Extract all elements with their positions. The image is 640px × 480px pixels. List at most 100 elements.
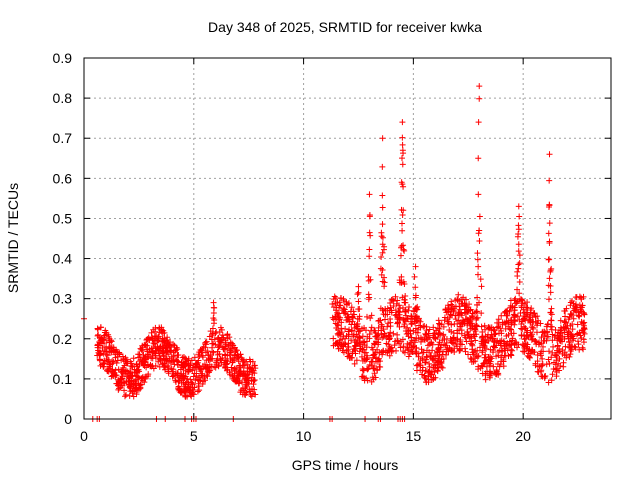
data-point [454, 330, 461, 337]
data-point [97, 362, 104, 369]
data-point [580, 346, 587, 353]
data-point [245, 371, 252, 378]
data-point [467, 316, 474, 323]
data-point [378, 253, 385, 260]
data-point [424, 336, 431, 343]
data-point [369, 359, 376, 366]
data-point [452, 303, 459, 310]
data-point [363, 365, 370, 372]
data-point [192, 377, 199, 384]
data-point [553, 373, 560, 380]
data-point [344, 353, 351, 360]
data-point [452, 297, 459, 304]
data-point [570, 300, 577, 307]
data-point [570, 315, 577, 322]
data-point [365, 273, 372, 280]
data-point [546, 348, 553, 355]
data-point [243, 389, 250, 396]
data-point [395, 308, 402, 315]
data-point [98, 335, 105, 342]
data-point [516, 252, 523, 259]
data-point [373, 333, 380, 340]
data-point [210, 320, 217, 327]
data-point [382, 306, 389, 313]
data-point [576, 346, 583, 353]
data-point [135, 366, 142, 373]
data-point [160, 352, 167, 359]
chart-title: Day 348 of 2025, SRMTID for receiver kwk… [208, 19, 482, 35]
data-point [385, 347, 392, 354]
data-point [360, 367, 367, 374]
data-point [368, 324, 375, 331]
data-point [200, 378, 207, 385]
data-point [477, 365, 484, 372]
data-point [180, 354, 187, 361]
data-point [201, 373, 208, 380]
data-point [102, 331, 109, 338]
data-point [381, 274, 388, 281]
data-point [481, 322, 488, 329]
data-point [356, 334, 363, 341]
data-point [338, 329, 345, 336]
data-point [482, 333, 489, 340]
data-point [196, 387, 203, 394]
data-point [523, 304, 530, 311]
data-point [171, 342, 178, 349]
data-point [204, 348, 211, 355]
data-point [235, 353, 242, 360]
data-point [387, 315, 394, 322]
data-point [444, 318, 451, 325]
data-point [579, 344, 586, 351]
data-point [439, 364, 446, 371]
data-point [118, 375, 125, 382]
data-point [515, 241, 522, 248]
data-point [419, 367, 426, 374]
data-point [144, 335, 151, 342]
data-point [382, 333, 389, 340]
data-point [519, 348, 526, 355]
x-tick-label: 15 [406, 428, 422, 444]
data-point [413, 335, 420, 342]
data-point [464, 332, 471, 339]
data-point [426, 349, 433, 356]
data-point [414, 361, 421, 368]
data-point [354, 291, 361, 298]
data-point [127, 388, 134, 395]
data-point [374, 366, 381, 373]
data-point [578, 308, 585, 315]
data-point [461, 320, 468, 327]
x-tick-label: 10 [296, 428, 312, 444]
data-point [361, 374, 368, 381]
data-point [341, 306, 348, 313]
data-point [448, 321, 455, 328]
data-point [133, 384, 140, 391]
data-point [399, 119, 406, 126]
data-point [548, 354, 555, 361]
data-point [429, 357, 436, 364]
data-point [355, 298, 362, 305]
data-point [181, 361, 188, 368]
data-point [349, 354, 356, 361]
data-point [398, 242, 405, 249]
data-point [528, 346, 535, 353]
data-point [515, 265, 522, 272]
data-point [350, 308, 357, 315]
data-point [426, 360, 433, 367]
data-point [545, 256, 552, 263]
data-point [362, 327, 369, 334]
data-point [171, 361, 178, 368]
data-point [145, 351, 152, 358]
data-point [176, 386, 183, 393]
data-point [361, 342, 368, 349]
data-point [527, 306, 534, 313]
data-point [412, 284, 419, 291]
data-point [151, 335, 158, 342]
data-point [422, 375, 429, 382]
data-point [150, 345, 157, 352]
data-point [507, 326, 514, 333]
data-point [251, 370, 258, 377]
data-point [399, 155, 406, 162]
data-point [501, 319, 508, 326]
data-point [553, 357, 560, 364]
data-point [118, 367, 125, 374]
